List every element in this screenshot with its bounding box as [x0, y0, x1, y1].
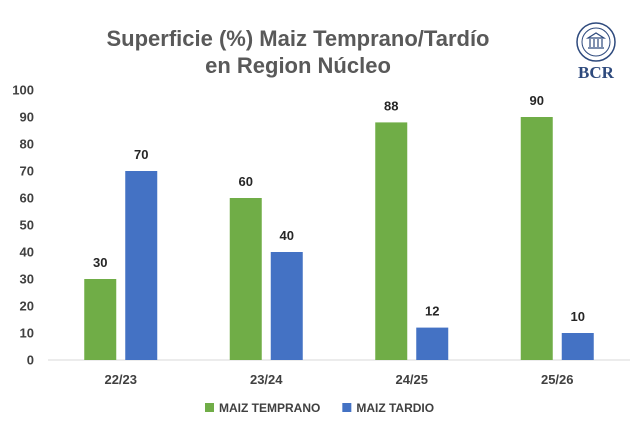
bcr-logo: BCR	[576, 22, 616, 82]
bcr-seal-icon	[576, 22, 616, 62]
data-label: 10	[571, 309, 585, 324]
legend-swatch	[205, 403, 214, 412]
bar-maiz-tardio	[125, 171, 158, 360]
data-label: 70	[134, 147, 148, 162]
x-tick-label: 25/26	[541, 372, 574, 387]
x-tick-label: 23/24	[250, 372, 283, 387]
bar-maiz-tardio	[561, 333, 594, 360]
legend-label: MAIZ TARDIO	[356, 401, 434, 415]
y-tick-label: 0	[27, 353, 34, 368]
data-label: 30	[93, 255, 107, 270]
y-tick-label: 90	[20, 110, 34, 125]
y-tick-label: 60	[20, 191, 34, 206]
data-label: 88	[384, 98, 398, 113]
chart-title-line-1: Superficie (%) Maiz Temprano/Tardío	[106, 26, 489, 51]
y-tick-label: 70	[20, 164, 34, 179]
y-axis: 0 10 20 30 40 50 60 70 80 90 100	[12, 83, 34, 368]
y-tick-label: 30	[20, 272, 34, 287]
legend-label: MAIZ TEMPRANO	[219, 401, 320, 415]
data-label: 12	[425, 304, 439, 319]
chart-title-line-2: en Region Núcleo	[205, 53, 391, 78]
y-tick-label: 40	[20, 245, 34, 260]
data-label: 90	[530, 93, 544, 108]
data-labels: 30 70 60 40 88 12 90 10	[93, 93, 585, 324]
y-tick-label: 80	[20, 137, 34, 152]
y-tick-label: 20	[20, 299, 34, 314]
bar-maiz-temprano	[84, 279, 117, 360]
y-tick-label: 100	[12, 83, 34, 98]
y-tick-label: 50	[20, 218, 34, 233]
bar-maiz-temprano	[229, 198, 262, 360]
bars	[84, 117, 594, 361]
bar-maiz-tardio	[270, 252, 303, 360]
x-tick-label: 22/23	[104, 372, 137, 387]
bar-maiz-temprano	[375, 122, 408, 361]
legend-swatch	[342, 403, 352, 412]
y-tick-label: 10	[20, 326, 34, 341]
bcr-logo-text: BCR	[578, 63, 615, 82]
data-label: 60	[239, 174, 253, 189]
x-axis: 22/23 23/24 24/25 25/26	[48, 359, 630, 387]
bar-maiz-temprano	[520, 117, 553, 360]
legend: MAIZ TEMPRANO MAIZ TARDIO	[205, 401, 434, 415]
bar-maiz-tardio	[416, 327, 449, 360]
x-tick-label: 24/25	[395, 372, 428, 387]
data-label: 40	[280, 228, 294, 243]
